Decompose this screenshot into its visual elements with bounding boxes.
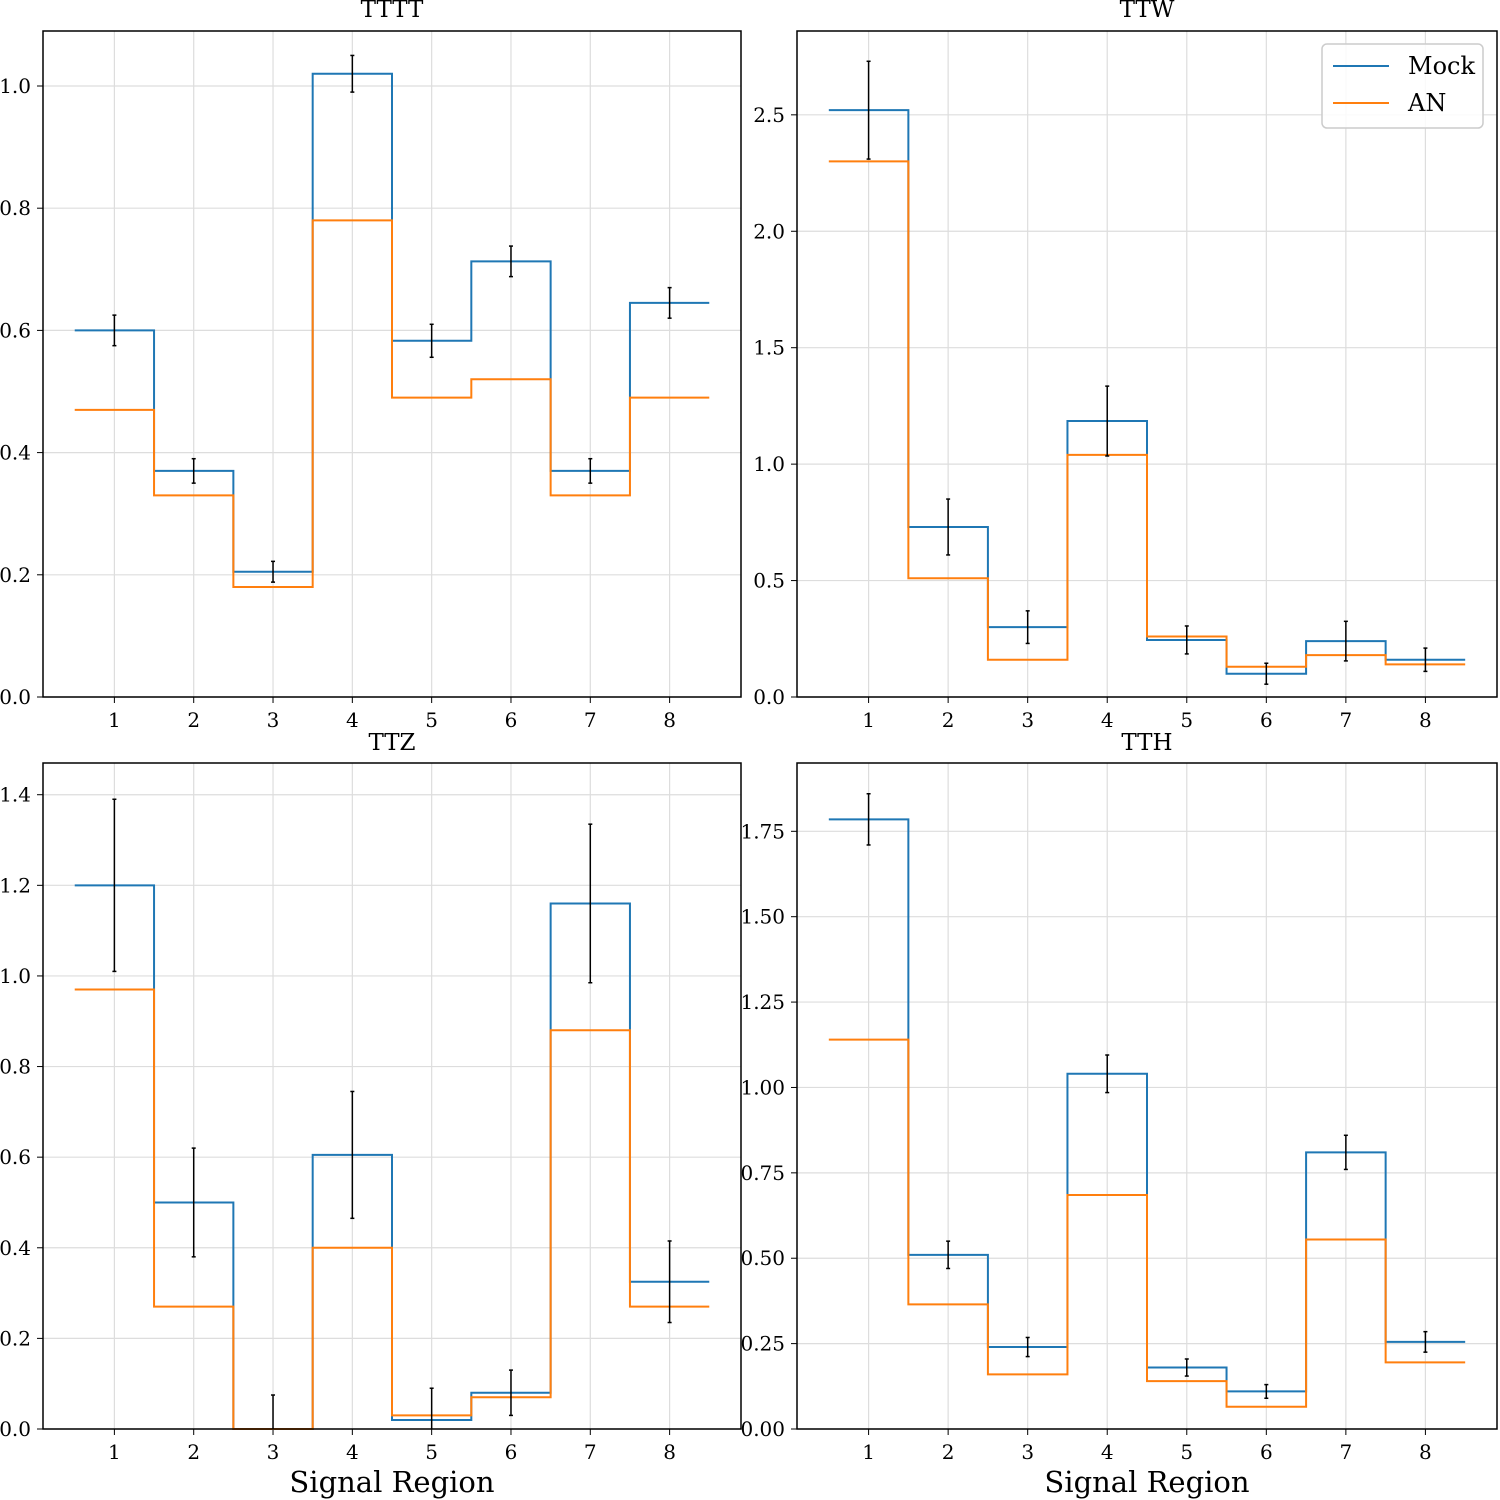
y-tick-label: 2.0 xyxy=(753,219,785,243)
x-tick-label: 7 xyxy=(584,708,597,732)
x-tick-label: 5 xyxy=(425,708,438,732)
legend: Mock AN xyxy=(1321,43,1484,129)
y-tick-label: 1.0 xyxy=(753,452,785,476)
y-tick-label: 2.5 xyxy=(753,103,785,127)
y-tick-label: 0.0 xyxy=(0,685,31,709)
panel-title: TTTT xyxy=(361,0,424,23)
axes-frame xyxy=(42,30,742,698)
y-tick-label: 0.2 xyxy=(0,563,31,587)
x-tick-label: 4 xyxy=(346,708,359,732)
x-tick-label: 4 xyxy=(1101,1440,1114,1464)
x-tick-label: 5 xyxy=(425,1440,438,1464)
x-tick-label: 6 xyxy=(505,708,518,732)
series-an-step xyxy=(74,219,710,589)
x-tick-label: 6 xyxy=(505,1440,518,1464)
y-tick-label: 0.6 xyxy=(0,1145,31,1169)
y-tick-label: 1.00 xyxy=(740,1075,785,1099)
series-an-step xyxy=(828,160,1466,668)
x-tick-label: 8 xyxy=(1419,1440,1432,1464)
x-tick-label: 8 xyxy=(663,1440,676,1464)
y-tick-label: 1.5 xyxy=(753,336,785,360)
panel-title: TTH xyxy=(1121,730,1172,756)
x-tick-label: 7 xyxy=(584,1440,597,1464)
y-tick-label: 0.4 xyxy=(0,1236,31,1260)
x-tick-label: 1 xyxy=(108,708,121,732)
x-tick-label: 3 xyxy=(267,708,280,732)
y-tick-label: 0.0 xyxy=(753,685,785,709)
y-tick-label: 1.50 xyxy=(740,905,785,929)
y-tick-label: 0.00 xyxy=(740,1417,785,1441)
x-tick-label: 2 xyxy=(187,1440,200,1464)
x-tick-label: 2 xyxy=(187,708,200,732)
y-tick-label: 0.25 xyxy=(740,1332,785,1356)
y-tick-label: 0.8 xyxy=(0,196,31,220)
y-tick-label: 0.8 xyxy=(0,1055,31,1079)
y-tick-label: 1.0 xyxy=(0,74,31,98)
y-tick-label: 0.5 xyxy=(753,569,785,593)
x-tick-label: 7 xyxy=(1339,708,1352,732)
axes-frame xyxy=(796,762,1498,1430)
y-tick-label: 0.2 xyxy=(0,1326,31,1350)
panel-ttz: TTZ Signal Region 1 2 3 4 5 6 7 8 0.0 0.2 0.4 0.6 0.… xyxy=(0,730,742,1499)
panel-title: TTW xyxy=(1120,0,1175,23)
x-tick-label: 8 xyxy=(663,708,676,732)
x-tick-label: 7 xyxy=(1339,1440,1352,1464)
legend-label-mock: Mock xyxy=(1408,52,1475,80)
y-tick-label: 0.6 xyxy=(0,318,31,342)
x-tick-label: 4 xyxy=(346,1440,359,1464)
x-tick-label: 3 xyxy=(1021,708,1034,732)
x-tick-label: 1 xyxy=(108,1440,121,1464)
panel-tth: TTH Signal Region 1 2 3 4 5 6 7 8 0.00 0.25 0.50 0.… xyxy=(740,730,1498,1499)
y-tick-label: 1.75 xyxy=(740,819,785,843)
x-axis-label: Signal Region xyxy=(1044,1465,1249,1499)
panel-title: TTZ xyxy=(368,730,415,756)
x-tick-label: 2 xyxy=(942,1440,955,1464)
x-tick-label: 5 xyxy=(1180,708,1193,732)
y-tick-label: 1.4 xyxy=(0,783,31,807)
x-tick-label: 1 xyxy=(862,708,875,732)
grid xyxy=(797,763,1497,1430)
x-tick-label: 3 xyxy=(1021,1440,1034,1464)
x-tick-label: 6 xyxy=(1260,1440,1273,1464)
y-tick-label: 1.2 xyxy=(0,873,31,897)
axes-frame xyxy=(796,30,1498,698)
panel-tttt: TTTT 1 2 3 4 5 6 7 8 0.0 0.2 0.4 0.6 0.8 1.0 xyxy=(0,0,742,732)
y-tick-label: 0.4 xyxy=(0,441,31,465)
panel-ttw: TTW 1 2 3 4 5 6 7 8 0.0 0.5 1.0 1.5 2.0 2.5 xyxy=(753,0,1498,732)
y-tick-label: 1.25 xyxy=(740,990,785,1014)
x-tick-label: 8 xyxy=(1419,708,1432,732)
x-tick-label: 6 xyxy=(1260,708,1273,732)
y-tick-label: 0.50 xyxy=(740,1246,785,1270)
axes-frame xyxy=(42,762,742,1430)
y-tick-label: 0.75 xyxy=(740,1161,785,1185)
x-tick-label: 2 xyxy=(942,708,955,732)
y-tick-label: 1.0 xyxy=(0,964,31,988)
series-an-step xyxy=(74,988,710,1430)
x-tick-label: 1 xyxy=(862,1440,875,1464)
y-tick-label: 0.0 xyxy=(0,1417,31,1441)
x-tick-label: 3 xyxy=(267,1440,280,1464)
legend-label-an: AN xyxy=(1407,89,1446,117)
x-tick-label: 4 xyxy=(1101,708,1114,732)
x-tick-label: 5 xyxy=(1180,1440,1193,1464)
x-axis-label: Signal Region xyxy=(289,1465,494,1499)
series-an-step xyxy=(828,1038,1466,1408)
